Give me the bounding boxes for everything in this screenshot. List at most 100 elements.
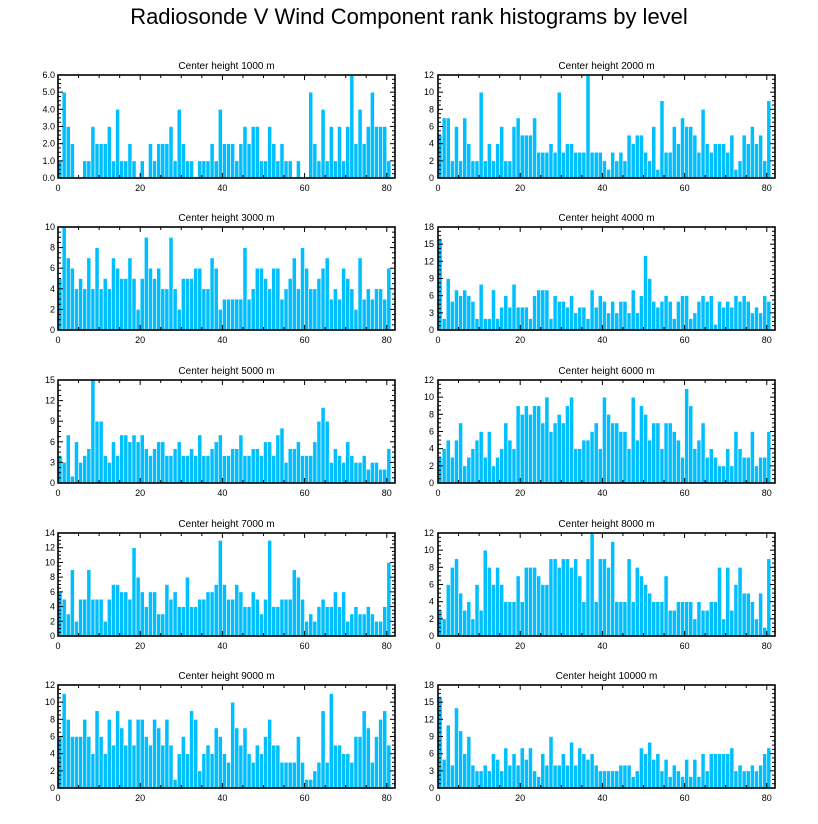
histogram-bar <box>626 764 632 789</box>
histogram-bar <box>127 143 133 179</box>
histogram-bar <box>630 289 636 331</box>
histogram-bar <box>217 540 223 637</box>
histogram-bar <box>131 278 137 331</box>
histogram-bar <box>540 753 546 789</box>
histogram-bar <box>107 598 112 637</box>
histogram-bar <box>441 318 447 331</box>
histogram-bar <box>296 441 301 484</box>
histogram-bar <box>643 255 648 331</box>
histogram-bar <box>361 710 367 789</box>
histogram-bar <box>680 295 685 331</box>
histogram-bar <box>766 431 772 484</box>
histogram-bar <box>581 151 587 179</box>
histogram-bar <box>544 289 550 331</box>
histogram-bar <box>291 761 297 789</box>
histogram-bar <box>230 701 236 789</box>
histogram-bar <box>324 160 330 179</box>
histogram-bar <box>602 558 607 637</box>
histogram-bar <box>519 414 525 484</box>
y-tick-label: 6 <box>50 437 55 447</box>
histogram-bar <box>254 598 260 637</box>
x-tick-label: 80 <box>762 641 772 651</box>
histogram-bar <box>102 620 108 637</box>
histogram-bar <box>283 288 289 331</box>
histogram-bar <box>663 575 669 637</box>
histogram-bar <box>721 753 726 789</box>
x-tick-label: 40 <box>217 488 227 498</box>
histogram-bar <box>487 770 492 789</box>
y-tick-label: 12 <box>424 714 434 724</box>
histogram-bar <box>254 744 260 789</box>
histogram-bar <box>560 151 566 179</box>
histogram-bar <box>762 160 768 179</box>
histogram-bar <box>74 736 79 789</box>
histogram-bar <box>676 143 681 179</box>
histogram-bar <box>474 318 480 331</box>
x-tick-label: 0 <box>435 183 440 193</box>
histogram-bar <box>312 441 318 484</box>
histogram-bar <box>503 747 509 789</box>
histogram-bar <box>115 109 120 179</box>
histogram-bar <box>528 318 533 331</box>
histogram-bar <box>61 226 67 331</box>
histogram-bar <box>454 439 459 484</box>
histogram-bar <box>462 117 468 179</box>
histogram-bar <box>82 719 88 789</box>
y-tick-label: 4 <box>429 444 434 454</box>
histogram-bar <box>450 567 455 637</box>
histogram-bar <box>111 257 116 331</box>
histogram-bar <box>606 312 611 331</box>
histogram-bar <box>320 407 326 484</box>
histogram-bar <box>515 306 521 331</box>
histogram-bar <box>193 267 199 331</box>
histogram-bar <box>704 770 710 789</box>
histogram-bar <box>704 143 710 179</box>
histogram-bar <box>758 764 763 789</box>
histogram-bar <box>602 770 607 789</box>
histogram-bar <box>762 753 768 789</box>
histogram-bar <box>201 455 207 484</box>
histogram-bar <box>78 736 83 789</box>
histogram-bar <box>337 744 342 789</box>
histogram-bar <box>217 434 223 484</box>
x-tick-label: 40 <box>597 488 607 498</box>
histogram-bar <box>573 312 579 331</box>
histogram-bar <box>688 601 694 637</box>
histogram-bar <box>581 439 587 484</box>
histogram-bar <box>205 160 211 179</box>
histogram-bar <box>491 160 496 179</box>
histogram-bar <box>684 126 689 179</box>
histogram-bar <box>152 278 157 331</box>
histogram-bar <box>639 405 644 484</box>
y-tick-label: 12 <box>424 256 434 266</box>
y-tick-label: 18 <box>424 222 434 232</box>
histogram-bar <box>370 298 375 331</box>
histogram-bar <box>700 109 706 179</box>
histogram-bar <box>692 759 698 789</box>
histogram-bar <box>708 753 714 789</box>
histogram-bar <box>478 431 484 484</box>
histogram-bar <box>708 151 714 179</box>
histogram-bar <box>365 727 371 789</box>
histogram-bar <box>353 606 359 637</box>
histogram-bar <box>524 134 529 179</box>
histogram-bar <box>201 288 207 331</box>
histogram-bar <box>250 448 256 484</box>
histogram-bar <box>172 288 178 331</box>
histogram-bar <box>94 420 100 484</box>
histogram-bar <box>680 117 685 179</box>
histogram-bar <box>643 151 648 179</box>
histogram-bar <box>131 160 137 179</box>
histogram-bar <box>634 134 640 179</box>
histogram-bar <box>246 753 252 789</box>
histogram-bar <box>704 609 710 637</box>
histogram-bar <box>291 257 297 331</box>
histogram-bar <box>271 744 277 789</box>
histogram-bar <box>630 143 636 179</box>
x-tick-label: 40 <box>597 335 607 345</box>
histogram-bar <box>259 613 264 637</box>
histogram-bar <box>135 441 141 484</box>
histogram-bar <box>209 591 215 637</box>
histogram-bar <box>667 301 673 331</box>
histogram-bar <box>671 431 677 484</box>
